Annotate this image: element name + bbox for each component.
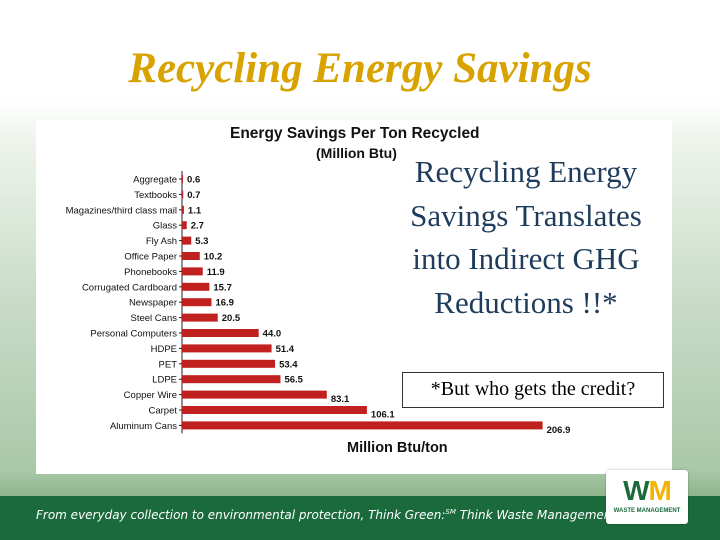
category-label: HDPE bbox=[151, 344, 177, 355]
bar bbox=[182, 313, 218, 322]
bar bbox=[182, 375, 281, 384]
value-label: 5.3 bbox=[195, 236, 208, 247]
bar bbox=[182, 421, 543, 430]
value-label: 51.4 bbox=[276, 344, 295, 355]
callout-text: Recycling Energy Savings Translates into… bbox=[410, 154, 642, 320]
category-label: Corrugated Cardboard bbox=[82, 282, 177, 293]
value-label: 83.1 bbox=[331, 394, 350, 405]
bar bbox=[182, 390, 327, 399]
chart-title: Energy Savings Per Ton Recycled bbox=[230, 125, 480, 142]
bar bbox=[182, 190, 184, 199]
slide-title: Recycling Energy Savings bbox=[128, 45, 592, 92]
category-label: Phonebooks bbox=[124, 267, 177, 278]
bars-layer: Aggregate 0.6 Textbooks 0.7 Magazines/third … bbox=[66, 171, 571, 436]
category-label: Aggregate bbox=[133, 175, 177, 186]
bar bbox=[182, 359, 276, 368]
category-label: LDPE bbox=[152, 375, 177, 386]
logo-subtext: WASTE MANAGEMENT bbox=[613, 508, 681, 514]
value-label: 44.0 bbox=[263, 329, 282, 340]
category-label: Newspaper bbox=[129, 298, 177, 309]
bar bbox=[182, 252, 200, 260]
service-mark: SM bbox=[445, 508, 456, 516]
value-label: 2.7 bbox=[191, 221, 204, 232]
value-label: 1.1 bbox=[188, 205, 202, 216]
footer-tagline: From everyday collection to environmenta… bbox=[36, 508, 620, 522]
category-label: Steel Cans bbox=[131, 313, 178, 324]
value-label: 53.4 bbox=[279, 359, 298, 370]
category-label: Personal Computers bbox=[90, 329, 177, 340]
logo-letter-m: M bbox=[648, 475, 672, 506]
footer-band: From everyday collection to environmenta… bbox=[0, 496, 720, 540]
category-label: Fly Ash bbox=[146, 236, 177, 247]
bar bbox=[182, 221, 187, 230]
value-label: 11.9 bbox=[207, 267, 225, 278]
bar bbox=[182, 344, 272, 353]
value-label: 56.5 bbox=[284, 375, 303, 386]
value-label: 10.2 bbox=[204, 252, 223, 263]
value-label: 106.1 bbox=[371, 410, 395, 421]
value-label: 20.5 bbox=[222, 313, 241, 324]
x-axis-label: Million Btu/ton bbox=[347, 440, 448, 456]
bar bbox=[182, 298, 212, 307]
value-label: 16.9 bbox=[215, 298, 234, 309]
bar bbox=[182, 282, 210, 291]
value-label: 15.7 bbox=[213, 282, 232, 293]
bar bbox=[182, 205, 184, 214]
chart-panel: Energy Savings Per Ton Recycled (Million… bbox=[36, 120, 672, 474]
bar bbox=[182, 267, 203, 276]
logo-letters: WM bbox=[606, 476, 688, 506]
bar bbox=[182, 406, 367, 414]
footer-tagline-end: Think Waste Management. bbox=[455, 508, 620, 522]
footer-tagline-start: From everyday collection to environmenta… bbox=[36, 508, 446, 522]
logo-letter-w: W bbox=[623, 475, 649, 506]
credit-note-box: *But who gets the credit? bbox=[402, 372, 664, 408]
category-label: Magazines/third class mail bbox=[66, 205, 177, 216]
value-label: 0.6 bbox=[187, 175, 200, 186]
value-label: 206.9 bbox=[547, 425, 571, 436]
bar bbox=[182, 175, 184, 183]
category-label: Carpet bbox=[148, 406, 177, 417]
category-label: Glass bbox=[153, 221, 178, 232]
category-label: Aluminum Cans bbox=[110, 421, 177, 432]
category-label: Office Paper bbox=[124, 252, 177, 263]
energy-savings-chart: Energy Savings Per Ton Recycled (Million… bbox=[66, 125, 571, 456]
waste-management-logo: WM WASTE MANAGEMENT bbox=[606, 470, 688, 524]
chart-subtitle: (Million Btu) bbox=[316, 145, 397, 161]
category-label: Copper Wire bbox=[124, 390, 177, 401]
bar bbox=[182, 236, 192, 245]
bar bbox=[182, 329, 259, 337]
category-label: Textbooks bbox=[134, 190, 177, 201]
value-label: 0.7 bbox=[187, 190, 200, 201]
category-label: PET bbox=[159, 359, 178, 370]
